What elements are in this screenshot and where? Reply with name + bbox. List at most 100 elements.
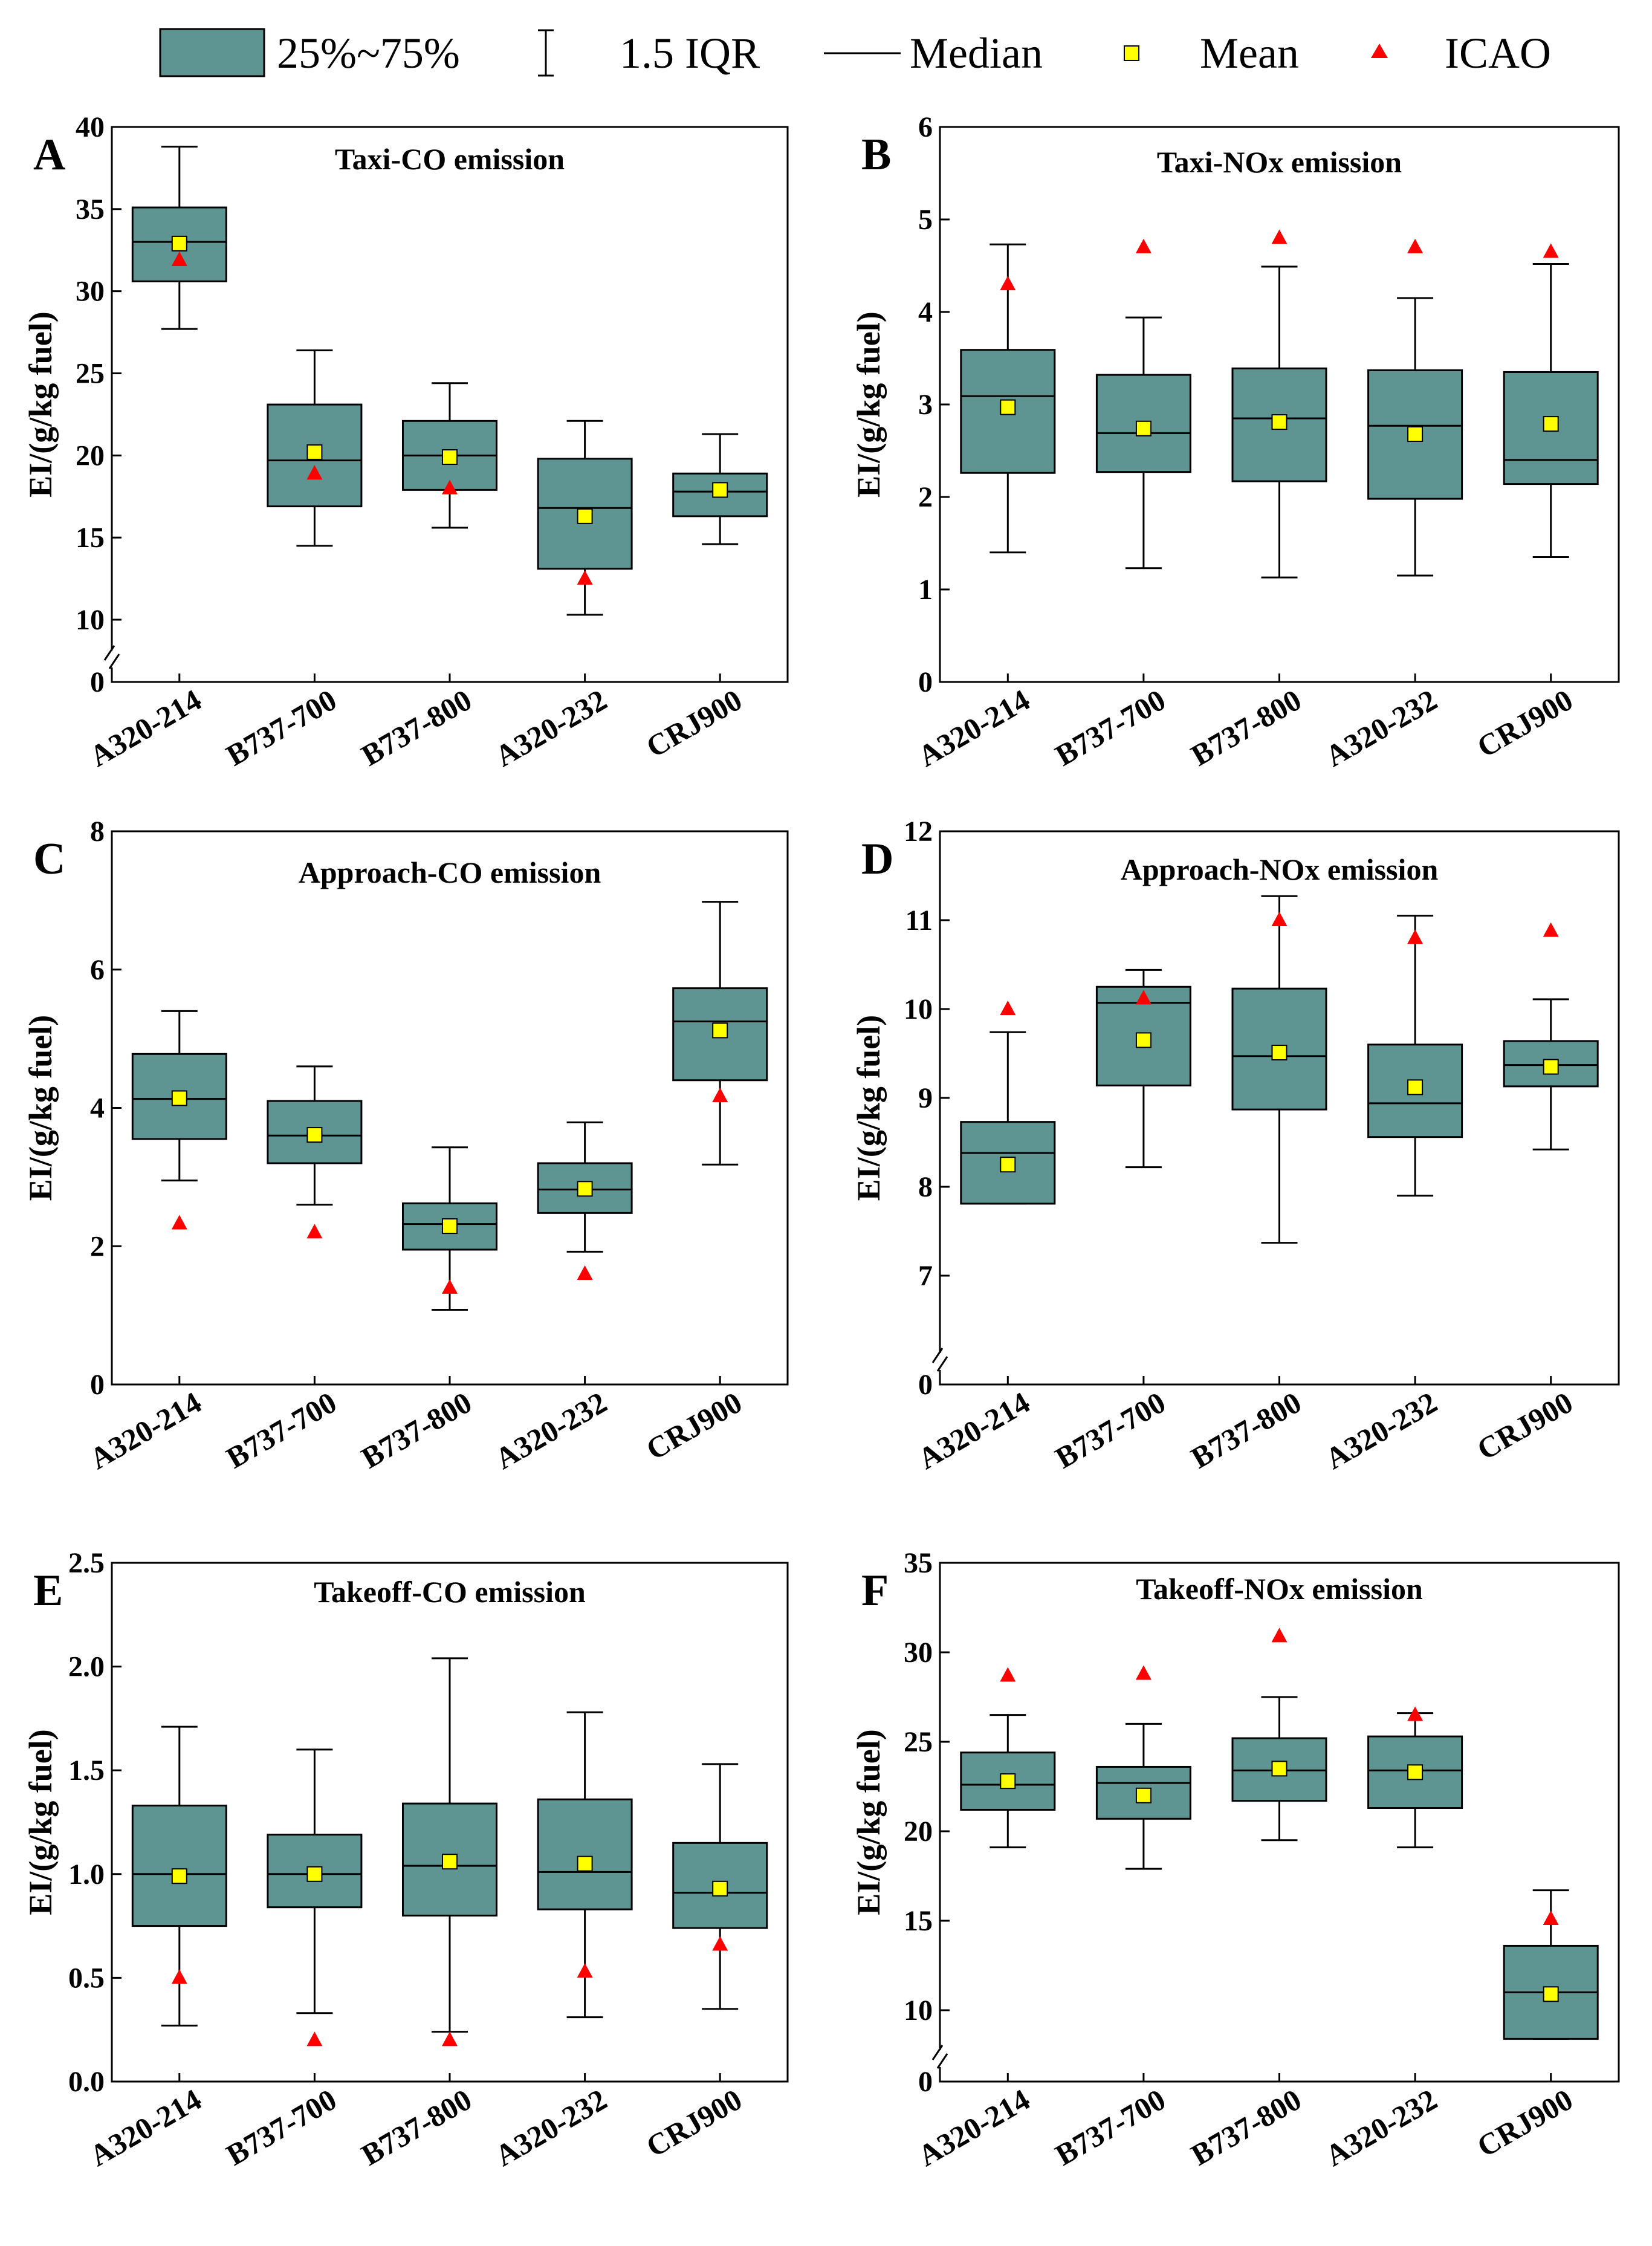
y-tick-label: 35 xyxy=(904,1547,933,1579)
y-tick-label: 4 xyxy=(918,296,933,328)
panel-d: D Approach-NOx emission 0 7 8 9 10 11 12 EI/(g/kg… xyxy=(850,816,1620,1476)
panel-letter-e: E xyxy=(33,1566,63,1615)
axis-break-mark xyxy=(103,645,115,661)
icao-marker xyxy=(1271,1628,1288,1643)
legend-iqr-label: 1.5 IQR xyxy=(620,29,760,77)
iqr-box xyxy=(1095,1765,1191,1820)
icao-marker xyxy=(1271,912,1288,926)
mean-marker xyxy=(306,1866,323,1882)
y-tick-label: 5 xyxy=(918,204,933,236)
mean-marker xyxy=(306,444,323,460)
icao-marker xyxy=(1135,990,1152,1005)
x-category-label: B737-800 xyxy=(1185,2082,1307,2172)
icao-marker xyxy=(712,1088,728,1103)
x-category-label: B737-700 xyxy=(221,1385,342,1475)
y-axis-title: EI/(g/kg fuel) xyxy=(22,311,59,498)
panel-f: F Takeoff-NOx emission 0 10 15 20 25 30 35 EI/(g/… xyxy=(850,1547,1620,2173)
y-tick-label: 7 xyxy=(918,1260,933,1292)
icao-marker xyxy=(306,1224,323,1239)
y-axis-title: EI/(g/kg fuel) xyxy=(850,1015,887,1201)
x-category-label: CRJ900 xyxy=(1471,2082,1578,2164)
axis-break-mark xyxy=(931,2045,944,2060)
y-tick-label: 1 xyxy=(918,574,933,606)
mean-marker xyxy=(442,449,458,466)
y-axis-title: EI/(g/kg fuel) xyxy=(22,1729,59,1915)
mean-marker xyxy=(1407,1079,1424,1095)
y-tick-label: 2.5 xyxy=(68,1547,105,1579)
y-tick-label: 6 xyxy=(918,111,933,143)
icao-marker xyxy=(1271,229,1288,244)
icao-marker xyxy=(577,1963,593,1978)
panel-letter-a: A xyxy=(33,130,65,180)
y-tick-label: 30 xyxy=(76,276,105,308)
x-category-label: A320-232 xyxy=(489,683,612,773)
mean-marker xyxy=(171,1868,187,1884)
icao-marker xyxy=(1135,1665,1152,1680)
mean-marker xyxy=(1135,420,1152,437)
panel-title: Approach-NOx emission xyxy=(1121,852,1439,886)
mean-marker xyxy=(1000,399,1016,415)
axis-break-gap xyxy=(935,1353,945,1370)
iqr-box xyxy=(131,1805,227,1927)
y-tick-label: 2.0 xyxy=(68,1651,105,1683)
x-category-label: A320-232 xyxy=(489,1385,612,1476)
mean-marker xyxy=(1135,1032,1152,1048)
icao-marker xyxy=(171,1215,187,1230)
x-category-label: CRJ900 xyxy=(1471,683,1578,764)
icao-marker xyxy=(1543,922,1559,937)
panel-e: E Takeoff-CO emission 0.0 0.5 1.0 1.5 2.0 2.5 EI… xyxy=(22,1547,789,2173)
y-tick-label: 1.0 xyxy=(68,1858,105,1891)
mean-marker xyxy=(1543,416,1559,432)
y-tick-label: 0 xyxy=(90,666,105,698)
mean-marker xyxy=(577,1855,593,1872)
mean-marker xyxy=(712,1022,728,1039)
axis-break-gap xyxy=(935,2050,945,2067)
x-category-label: CRJ900 xyxy=(641,2082,748,2164)
x-category-label: B737-700 xyxy=(221,2082,342,2172)
panel-c: C Approach-CO emission 0 2 4 6 8 EI/(g/kg fuel)… xyxy=(22,816,789,1476)
panel-b: B Taxi-NOx emission 0 1 2 3 4 5 6 EI/(g/kg fuel) A… xyxy=(850,111,1620,773)
mean-marker xyxy=(712,482,728,498)
y-tick-label: 2 xyxy=(90,1230,105,1262)
y-tick-label: 8 xyxy=(90,816,105,848)
icao-marker xyxy=(577,570,593,585)
iqr-box xyxy=(537,1798,633,1910)
x-category-label: A320-232 xyxy=(1320,1385,1443,1476)
mean-marker xyxy=(171,235,187,252)
icao-marker xyxy=(442,479,458,495)
mean-marker xyxy=(1000,1773,1016,1790)
mean-marker xyxy=(1543,1986,1559,2002)
y-tick-label: 1.5 xyxy=(68,1754,105,1787)
legend-box-swatch xyxy=(159,28,265,77)
mean-marker xyxy=(577,1181,593,1197)
x-category-label: A320-232 xyxy=(489,2082,612,2173)
panel-title: Taxi-NOx emission xyxy=(1157,145,1402,179)
y-tick-label: 40 xyxy=(76,111,105,143)
panel-letter-b: B xyxy=(861,130,891,180)
mean-marker xyxy=(712,1880,728,1897)
y-tick-label: 4 xyxy=(90,1092,105,1125)
x-category-label: B737-700 xyxy=(1049,2082,1171,2172)
legend-icao-swatch xyxy=(1371,44,1388,58)
icao-marker xyxy=(1135,238,1152,253)
y-tick-label: 10 xyxy=(904,1994,933,2027)
panel-a: A Taxi-CO emission 0 10 15 20 25 30 35 40 EI/(g/kg… xyxy=(22,111,789,773)
y-tick-label: 6 xyxy=(90,954,105,986)
x-category-label: B737-800 xyxy=(355,683,477,772)
panel-letter-c: C xyxy=(33,834,65,884)
legend: 25%~75% 1.5 IQR Median Mean ICAO xyxy=(159,28,1551,77)
mean-marker xyxy=(1407,426,1424,442)
mean-marker xyxy=(1135,1787,1152,1803)
icao-marker xyxy=(577,1265,593,1280)
panel-title: Approach-CO emission xyxy=(299,855,601,889)
y-tick-label: 20 xyxy=(76,440,105,472)
y-tick-label: 15 xyxy=(76,522,105,554)
y-axis-title: EI/(g/kg fuel) xyxy=(22,1015,59,1201)
panel-title: Taxi-CO emission xyxy=(335,142,565,176)
legend-median-label: Median xyxy=(910,29,1043,77)
y-tick-label: 0.5 xyxy=(68,1962,105,1994)
axis-break-mark xyxy=(931,1348,944,1363)
y-tick-label: 12 xyxy=(904,816,933,848)
x-category-label: CRJ900 xyxy=(641,683,748,764)
icao-marker xyxy=(712,1936,728,1951)
